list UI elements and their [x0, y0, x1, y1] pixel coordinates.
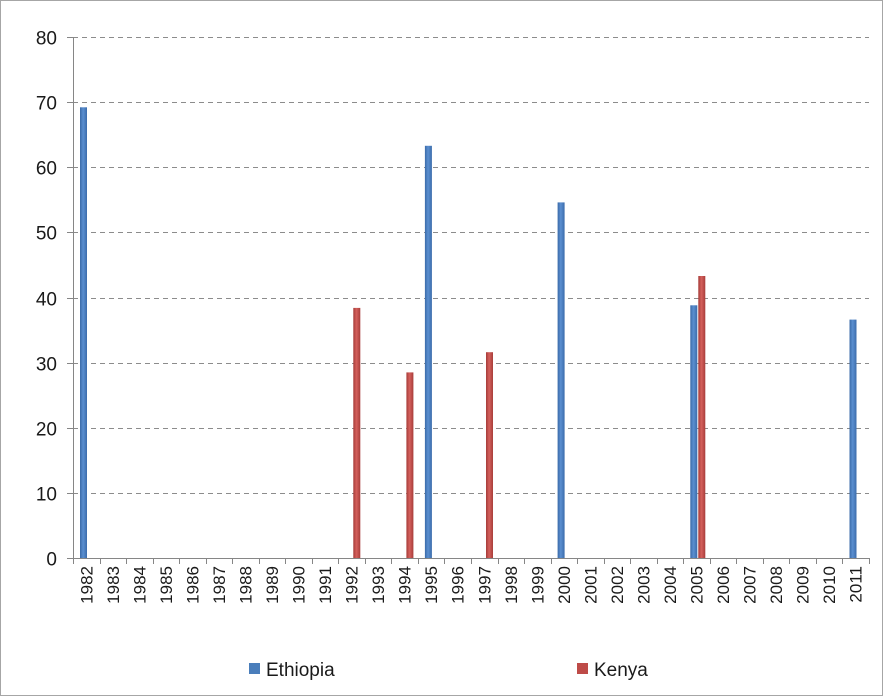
bar-kenya-2005	[698, 276, 706, 558]
y-tick-label: 40	[36, 290, 57, 311]
y-tick-label: 20	[36, 420, 57, 441]
x-tick-label: 1999	[528, 566, 547, 604]
x-tick-label: 2002	[608, 566, 627, 604]
x-tick-label: 1993	[369, 566, 388, 604]
x-tick-label: 1986	[183, 566, 202, 604]
bars	[80, 107, 857, 559]
x-tick-label: 1997	[475, 566, 494, 604]
x-tick-label: 2001	[581, 566, 600, 604]
bar-ethiopia-2000	[557, 202, 565, 558]
axes	[67, 37, 870, 564]
legend: Ethiopia Kenya	[249, 660, 648, 681]
bar-ethiopia-1982	[80, 107, 87, 559]
x-tick-label: 1998	[502, 566, 521, 604]
y-tick-label: 80	[36, 29, 57, 50]
bar-ethiopia-2005	[690, 305, 698, 558]
x-tick-label: 1988	[237, 566, 256, 604]
x-axis-tick-labels: 1982 1983 1984 1985 1986 1987 1988 1989 1990 1991…	[77, 566, 865, 604]
x-tick-label: 1989	[263, 566, 282, 604]
x-tick-label: 1982	[77, 566, 96, 604]
x-tick-label: 2010	[820, 566, 839, 604]
y-tick-label: 0	[46, 550, 57, 571]
y-tick-label: 70	[36, 94, 57, 115]
x-tick-label: 1991	[316, 566, 335, 604]
legend-swatch-ethiopia	[249, 663, 260, 674]
bar-ethiopia-2011	[849, 319, 857, 558]
bar-kenya-1994	[406, 372, 414, 558]
legend-swatch-kenya	[577, 663, 588, 674]
x-tick-label: 1984	[130, 566, 149, 604]
gridlines	[73, 37, 869, 494]
x-tick-label: 2006	[714, 566, 733, 604]
y-tick-label: 50	[36, 224, 57, 245]
x-tick-label: 1996	[449, 566, 468, 604]
x-tick-label: 1994	[396, 566, 415, 604]
bar-ethiopia-1995	[424, 145, 432, 559]
x-tick-label: 2007	[741, 566, 760, 604]
bar-kenya-1992	[353, 307, 361, 558]
x-tick-label: 2000	[555, 566, 574, 604]
x-tick-label: 1987	[210, 566, 229, 604]
x-tick-label: 2003	[635, 566, 654, 604]
x-tick-label: 1992	[343, 566, 362, 604]
y-tick-label: 30	[36, 355, 57, 376]
x-tick-label: 2008	[767, 566, 786, 604]
legend-label-kenya: Kenya	[594, 660, 648, 681]
x-tick-label: 1985	[157, 566, 176, 604]
legend-label-ethiopia: Ethiopia	[266, 660, 335, 681]
x-tick-label: 2011	[847, 566, 866, 603]
x-tick-label: 1995	[422, 566, 441, 604]
y-axis-tick-labels: 0 10 20 30 40 50 60 70 80	[36, 29, 57, 571]
x-tick-label: 1990	[290, 566, 309, 604]
x-tick-label: 2004	[661, 566, 680, 604]
bar-kenya-1997	[486, 352, 493, 558]
x-tick-label: 1983	[104, 566, 123, 604]
x-tick-label: 2009	[794, 566, 813, 604]
y-tick-label: 60	[36, 159, 57, 180]
y-tick-label: 10	[36, 485, 57, 506]
x-tick-label: 2005	[688, 566, 707, 604]
